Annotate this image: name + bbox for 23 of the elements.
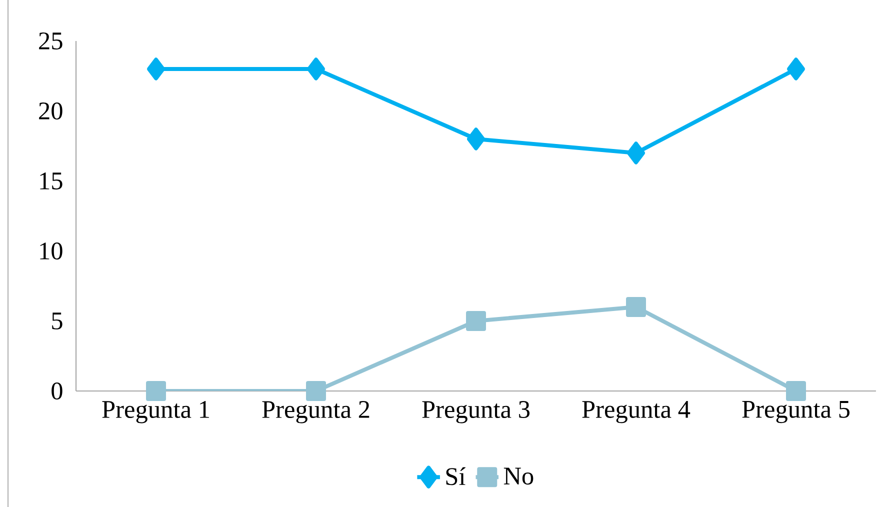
legend-label: Sí (446, 467, 466, 486)
legend-label: No (504, 468, 534, 485)
point (786, 380, 806, 401)
point (467, 128, 485, 150)
x-tick-label: Pregunta 2 (262, 401, 370, 424)
x-tick-label: Pregunta 4 (582, 401, 690, 424)
point (306, 380, 326, 401)
x-tick-label: Pregunta 3 (422, 401, 530, 424)
point (626, 296, 646, 317)
y-tick-label: 25 (39, 32, 62, 50)
x-tick-label: Pregunta 5 (742, 401, 850, 424)
point (627, 142, 645, 164)
y-tick-label: 10 (40, 242, 62, 260)
y-tick-label: 5 (52, 312, 62, 330)
point (466, 310, 486, 331)
point (786, 58, 805, 80)
point (147, 58, 166, 80)
x-tick-label: Pregunta 1 (102, 401, 209, 424)
y-tick-label: 0 (52, 382, 62, 400)
y-tick-label: 15 (40, 172, 62, 190)
y-tick-label: 20 (39, 102, 62, 120)
point (307, 58, 326, 80)
point (146, 380, 166, 401)
